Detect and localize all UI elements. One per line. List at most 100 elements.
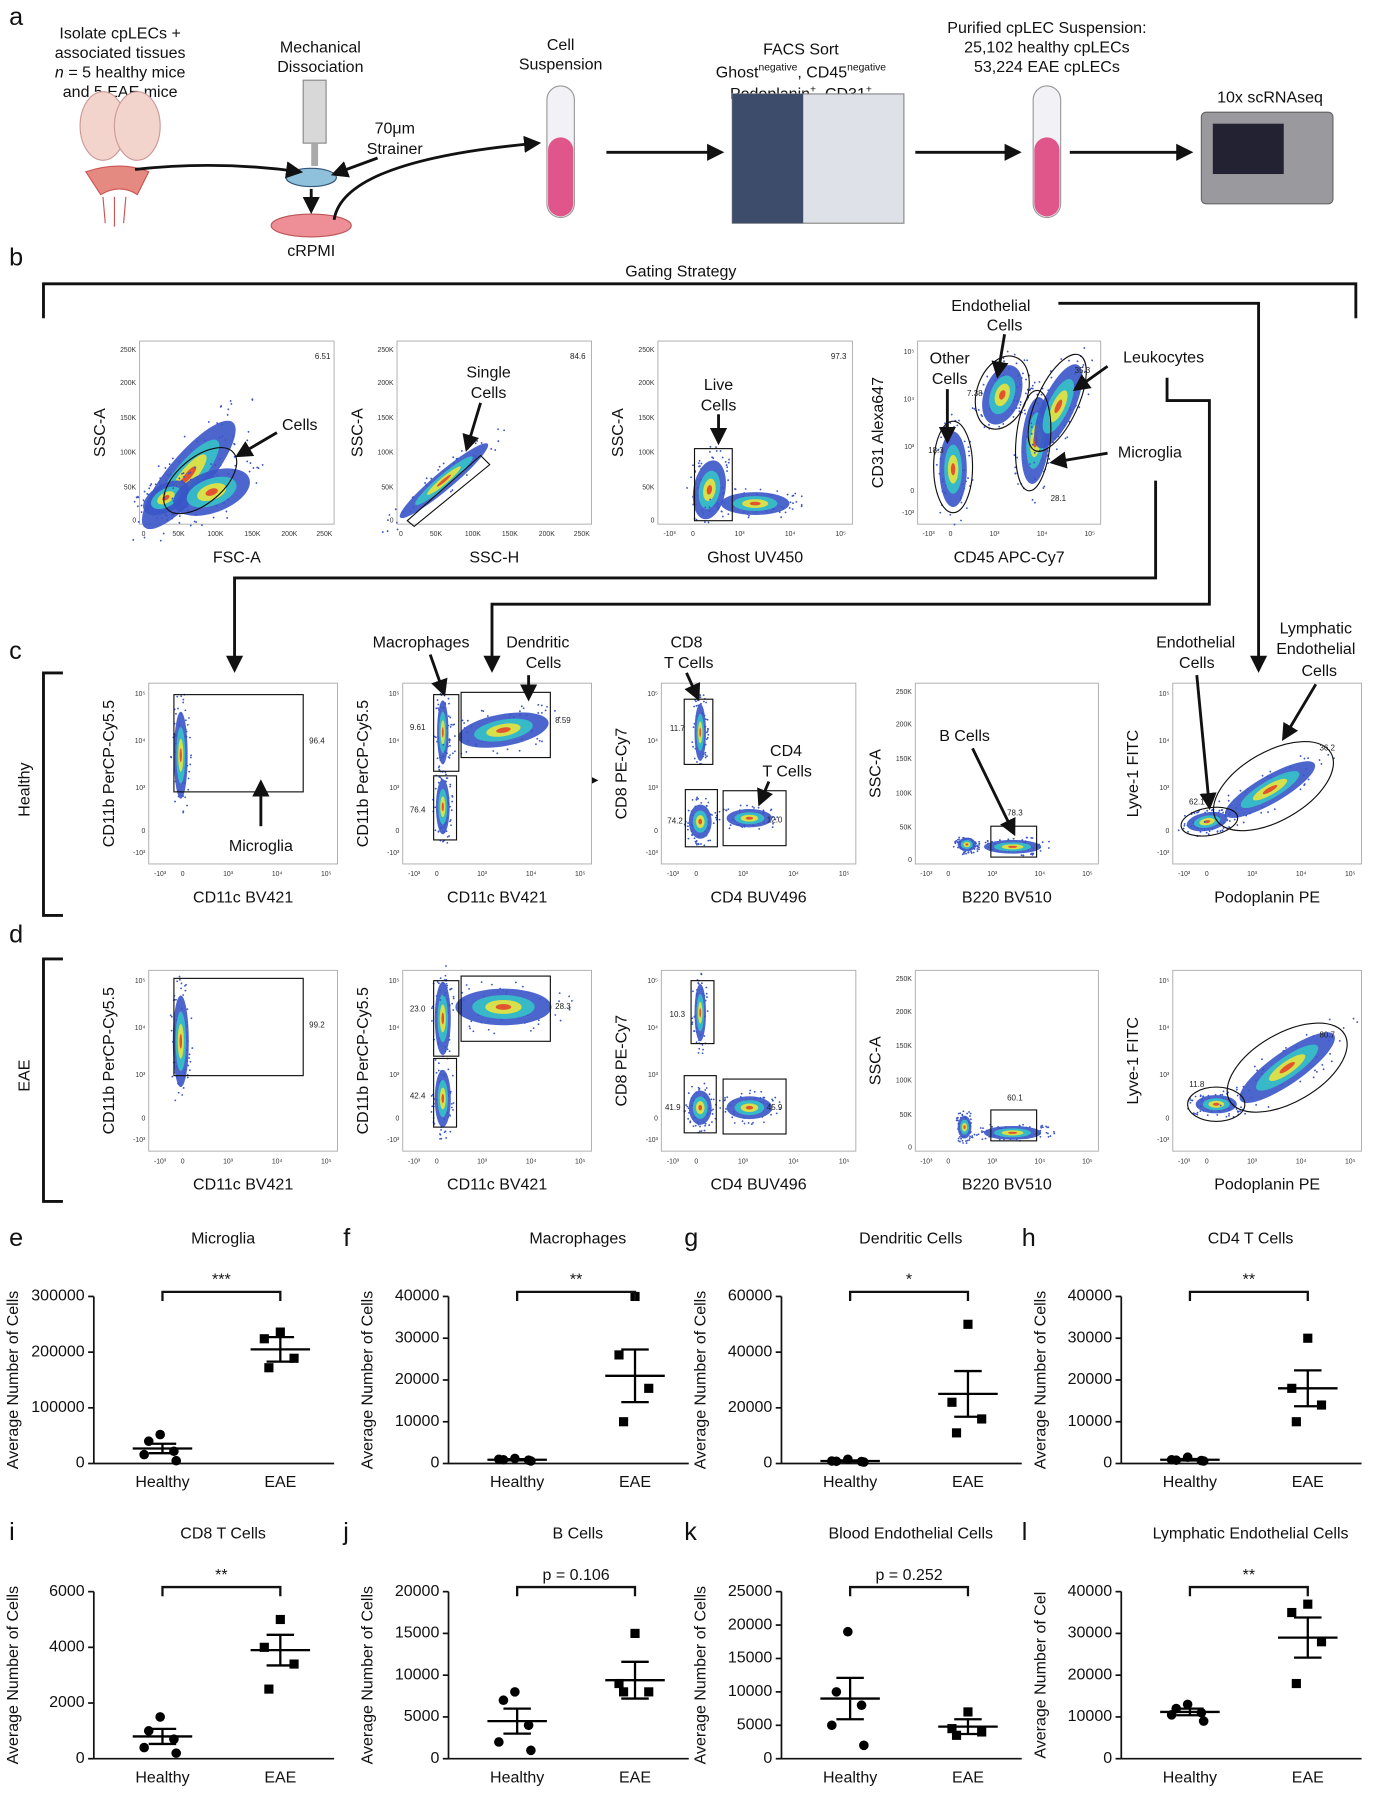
event-dot	[449, 744, 451, 747]
event-dot	[743, 1122, 746, 1125]
y-tick-label: 10⁵	[389, 691, 400, 698]
event-dot	[697, 797, 699, 800]
event-dot	[133, 500, 136, 503]
event-dot	[1242, 821, 1245, 824]
gate-percent: 74.2	[667, 817, 683, 826]
event-dot	[1033, 451, 1036, 454]
event-dot	[529, 1029, 532, 1032]
event-dot	[950, 413, 953, 416]
event-dot	[981, 1138, 984, 1141]
y-tick-label: 30000	[1068, 1625, 1113, 1642]
event-dot	[1244, 1112, 1247, 1115]
event-dot	[448, 741, 451, 743]
bracket	[42, 957, 63, 1203]
event-dot	[1299, 755, 1302, 758]
event-dot	[1030, 426, 1033, 428]
event-dot	[981, 1131, 984, 1134]
event-dot	[1203, 820, 1206, 823]
event-dot	[461, 719, 464, 722]
event-dot	[252, 467, 255, 469]
gate-percent: 8.59	[555, 716, 571, 725]
gate-name: Dendritic	[506, 634, 569, 651]
event-dot	[451, 1074, 454, 1077]
event-dot	[1233, 818, 1236, 821]
y-tick-label: 20000	[395, 1583, 440, 1600]
event-dot	[189, 524, 192, 527]
density	[441, 1012, 445, 1025]
gate	[990, 1109, 1038, 1142]
x-tick-label: Healthy	[135, 1769, 189, 1786]
event-dot	[1312, 1076, 1315, 1079]
x-tick-label: 10⁴	[1296, 871, 1307, 878]
x-tick-label: 0	[181, 1158, 185, 1165]
event-dot	[435, 707, 438, 710]
data-point	[977, 1727, 987, 1737]
event-dot	[438, 465, 441, 468]
event-dot	[1053, 1130, 1055, 1133]
event-dot	[1040, 1126, 1043, 1129]
event-dot	[182, 472, 185, 475]
event-dot	[249, 462, 252, 465]
event-dot	[939, 511, 942, 514]
x-axis-label: CD4 BUV496	[711, 890, 807, 907]
data-point	[171, 1455, 182, 1466]
event-dot	[446, 841, 449, 844]
event-dot	[162, 532, 165, 535]
event-dot	[1338, 1039, 1341, 1042]
event-dot	[175, 712, 177, 715]
y-tick-label: 10⁴	[389, 738, 400, 745]
gate-percent: 78.3	[1007, 809, 1023, 818]
y-tick-label: 100K	[378, 450, 394, 457]
event-dot	[434, 829, 437, 832]
significance-label: *	[906, 1272, 912, 1289]
workflow-text: and 5 EAE mice	[63, 84, 178, 101]
event-dot	[1222, 821, 1225, 824]
event-dot	[519, 710, 521, 713]
x-tick-label: 50K	[430, 531, 443, 538]
event-dot	[450, 824, 452, 827]
workflow-text: FACS Sort	[763, 42, 839, 59]
gate-percent: 36.2	[1319, 744, 1335, 753]
event-dot	[451, 800, 454, 803]
event-dot	[979, 1127, 982, 1129]
y-tick-label: 20000	[1068, 1666, 1113, 1683]
density	[179, 748, 182, 763]
event-dot	[1218, 800, 1221, 803]
density	[1212, 1102, 1220, 1106]
event-dot	[986, 840, 989, 843]
x-tick-label: EAE	[264, 1769, 296, 1786]
event-dot	[1029, 388, 1032, 391]
event-dot	[180, 695, 183, 698]
event-dot	[146, 493, 149, 495]
event-dot	[712, 1098, 715, 1101]
event-dot	[1256, 1069, 1258, 1072]
x-tick-label: 0	[142, 531, 146, 538]
event-dot	[1206, 1114, 1209, 1117]
gate-name: B Cells	[939, 728, 990, 745]
x-tick-label: 10⁵	[835, 531, 846, 538]
event-dot	[170, 756, 173, 759]
workflow-text: cRPMI	[287, 243, 335, 260]
event-dot	[537, 1023, 540, 1026]
x-tick-label: Healthy	[1163, 1769, 1217, 1786]
event-dot	[480, 709, 483, 712]
gate-name: Live	[704, 377, 733, 394]
x-tick-label: Healthy	[135, 1474, 189, 1491]
y-tick-label: 10³	[135, 1072, 146, 1079]
event-dot	[447, 1068, 450, 1071]
event-dot	[695, 842, 698, 845]
y-axis-label: CD11b PerCP-Cy5.5	[355, 987, 372, 1134]
event-dot	[381, 531, 384, 534]
y-tick-label: 0	[395, 828, 399, 835]
significance-bracket	[516, 1290, 637, 1302]
event-dot	[695, 798, 698, 801]
event-dot	[178, 975, 181, 978]
event-dot	[189, 756, 192, 759]
y-tick-label: 100K	[896, 790, 912, 797]
event-dot	[968, 450, 970, 453]
event-dot	[470, 1020, 473, 1023]
event-dot	[168, 463, 171, 466]
event-dot	[697, 699, 699, 702]
event-dot	[386, 519, 389, 522]
event-dot	[697, 462, 700, 465]
